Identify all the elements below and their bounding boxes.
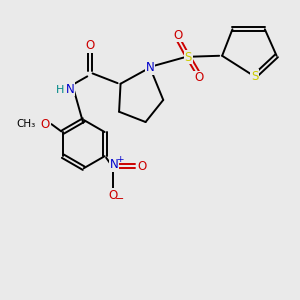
- Text: N: N: [65, 82, 74, 95]
- Text: CH₃: CH₃: [16, 119, 35, 129]
- Text: N: N: [110, 158, 119, 171]
- Text: S: S: [251, 70, 258, 83]
- Text: O: O: [85, 39, 94, 52]
- Text: O: O: [109, 189, 118, 202]
- Text: O: O: [173, 29, 183, 42]
- Text: N: N: [146, 61, 154, 74]
- Text: O: O: [41, 118, 50, 130]
- Text: −: −: [115, 194, 124, 205]
- Text: +: +: [116, 154, 123, 164]
- Text: H: H: [56, 85, 64, 94]
- Text: S: S: [184, 51, 192, 64]
- Text: O: O: [137, 160, 146, 173]
- Text: O: O: [194, 71, 203, 84]
